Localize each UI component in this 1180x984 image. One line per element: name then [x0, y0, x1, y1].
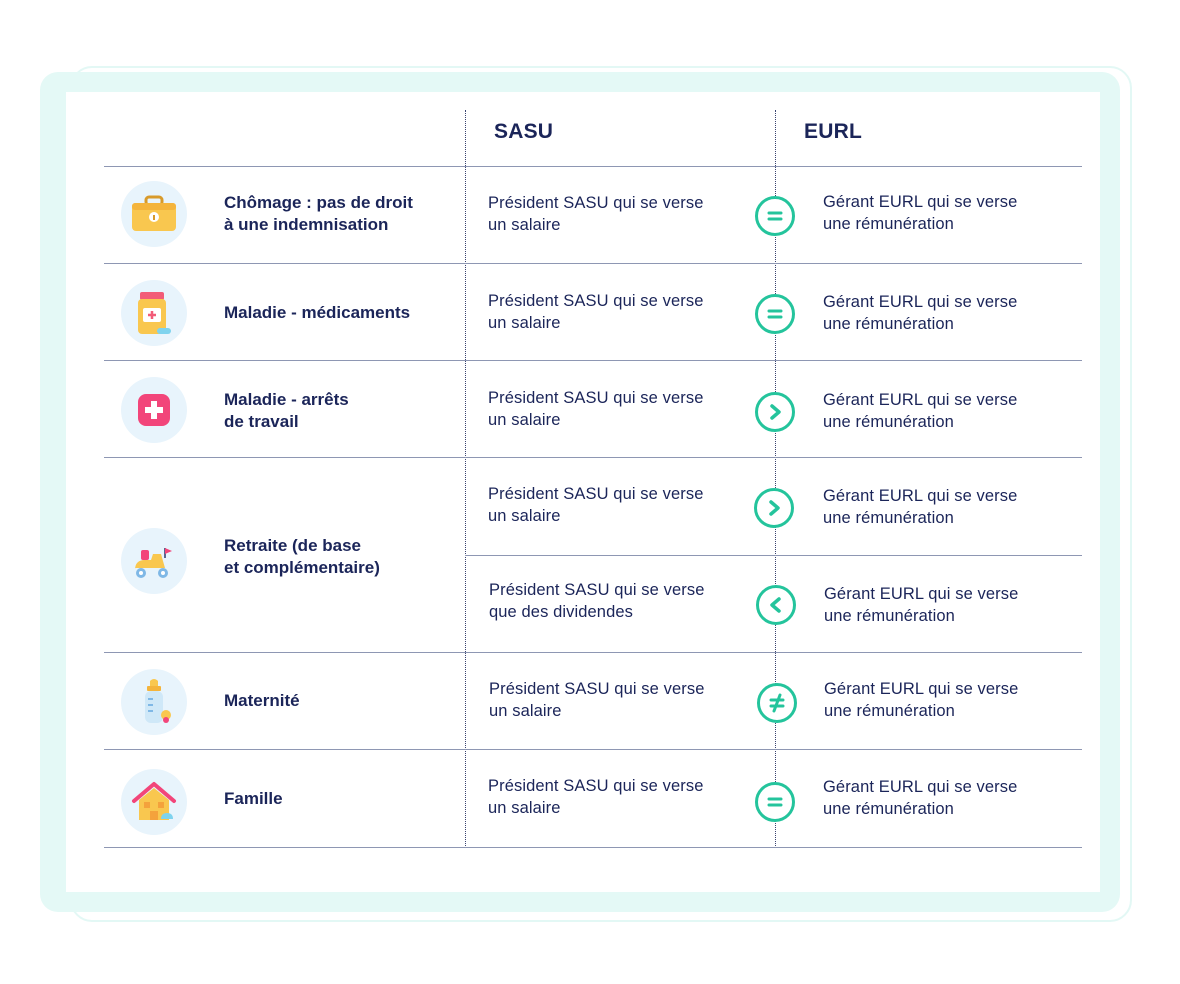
sasu-cell: Président SASU qui se verse un salaire: [488, 389, 704, 429]
eurl-cell: Gérant EURL qui se verse une rémunératio…: [823, 778, 1018, 818]
briefcase-icon: [121, 181, 187, 247]
column-divider-right: [775, 110, 776, 848]
sasu-cell: Président SASU qui se verse un salaire: [488, 292, 704, 332]
row-divider: [104, 263, 1082, 264]
row-divider: [104, 166, 1082, 167]
equal-icon: [755, 782, 795, 822]
sasu-cell: Président SASU qui se verse un salaire: [489, 680, 705, 720]
greater-than-icon: [754, 488, 794, 528]
sasu-cell: Président SASU qui se verse que des divi…: [489, 581, 705, 621]
category-label: Chômage : pas de droit à une indemnisati…: [224, 193, 413, 234]
column-divider-left: [465, 110, 466, 848]
column-header-sasu: SASU: [494, 120, 554, 143]
row-divider: [104, 847, 1082, 848]
category-label: Maternité: [224, 691, 300, 710]
house-icon: [121, 769, 187, 835]
row-divider: [104, 457, 1082, 458]
equal-icon: [755, 294, 795, 334]
sasu-cell: Président SASU qui se verse un salaire: [488, 485, 704, 525]
not-equal-icon: [757, 683, 797, 723]
eurl-cell: Gérant EURL qui se verse une rémunératio…: [823, 293, 1018, 333]
row-divider-sub: [465, 555, 1082, 556]
category-label: Maladie - médicaments: [224, 303, 411, 322]
eurl-cell: Gérant EURL qui se verse une rémunératio…: [824, 680, 1019, 720]
category-label: Famille: [224, 789, 283, 808]
category-label: Retraite (de base et complémentaire): [224, 536, 380, 577]
comparison-card: [66, 92, 1100, 892]
sasu-cell: Président SASU qui se verse un salaire: [488, 194, 704, 234]
mobility-scooter-icon: [121, 528, 187, 594]
equal-icon: [755, 196, 795, 236]
sasu-cell: Président SASU qui se verse un salaire: [488, 777, 704, 817]
row-divider: [104, 749, 1082, 750]
greater-than-icon: [755, 392, 795, 432]
column-header-eurl: EURL: [804, 120, 862, 143]
category-label: Maladie - arrêts de travail: [224, 390, 349, 431]
row-divider: [104, 652, 1082, 653]
row-divider: [104, 360, 1082, 361]
eurl-cell: Gérant EURL qui se verse une rémunératio…: [823, 487, 1018, 527]
eurl-cell: Gérant EURL qui se verse une rémunératio…: [823, 193, 1018, 233]
less-than-icon: [756, 585, 796, 625]
medical-cross-icon: [121, 377, 187, 443]
eurl-cell: Gérant EURL qui se verse une rémunératio…: [824, 585, 1019, 625]
medicine-jar-icon: [121, 280, 187, 346]
eurl-cell: Gérant EURL qui se verse une rémunératio…: [823, 391, 1018, 431]
baby-bottle-icon: [121, 669, 187, 735]
